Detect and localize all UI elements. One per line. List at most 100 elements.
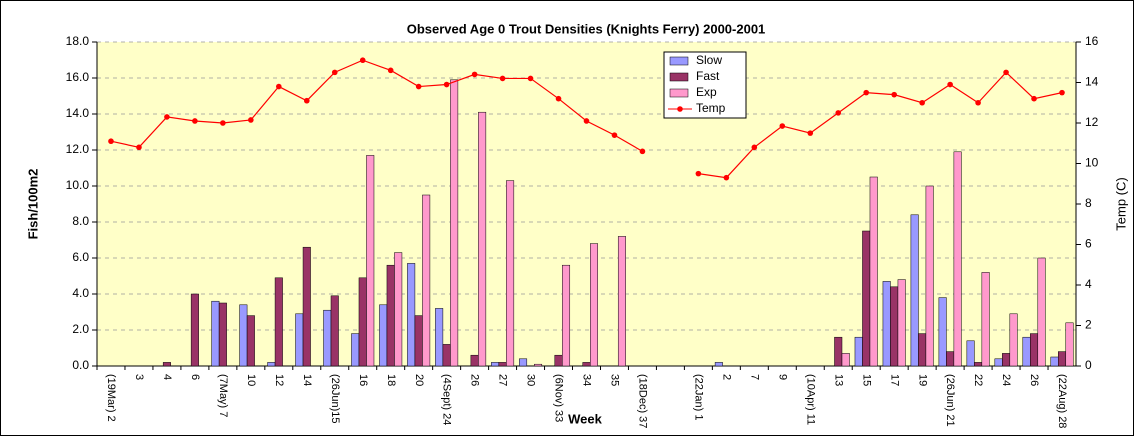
marker — [415, 83, 422, 90]
x-axis-title: Week — [568, 411, 602, 426]
marker — [751, 144, 758, 151]
marker — [639, 148, 646, 155]
bar — [211, 300, 220, 367]
bar — [366, 155, 375, 367]
y2-axis-title: Temp (C) — [1113, 177, 1128, 230]
y-tick-label: 12.0 — [66, 142, 90, 156]
x-tick-label: 19 — [916, 374, 928, 386]
x-tick-label: (10Apr) 11 — [804, 374, 816, 425]
bar — [918, 333, 927, 367]
marker — [583, 118, 590, 124]
bar — [1030, 333, 1039, 367]
bar — [519, 358, 528, 367]
bar — [506, 180, 515, 367]
bar — [414, 315, 423, 367]
y-tick-label: 4.0 — [72, 286, 89, 300]
legend-swatch — [669, 56, 689, 66]
x-tick-label: (26Jun)15 — [329, 374, 341, 424]
marker — [723, 174, 730, 181]
x-tick-label: 15 — [860, 374, 872, 386]
marker — [220, 120, 226, 126]
marker — [1003, 69, 1009, 76]
legend-marker — [677, 106, 683, 112]
bar — [1058, 351, 1067, 367]
x-tick-label: 18 — [385, 374, 397, 386]
y2-tick-label: 6 — [1085, 237, 1092, 251]
y2-tick-label: 4 — [1085, 277, 1092, 291]
y2-tick-label: 0 — [1085, 358, 1092, 372]
x-tick-label: 27 — [497, 374, 509, 386]
bar — [938, 297, 947, 367]
y2-tick-label: 8 — [1085, 196, 1092, 210]
y2-tick-label: 12 — [1085, 115, 1099, 129]
y2-tick-label: 2 — [1085, 318, 1092, 332]
marker — [975, 99, 981, 106]
bar — [498, 362, 507, 367]
x-tick-label: 35 — [609, 374, 621, 386]
bar — [946, 351, 955, 367]
bar — [1002, 353, 1011, 367]
bar — [162, 362, 171, 367]
bar — [841, 353, 850, 367]
marker — [555, 95, 562, 102]
bar — [407, 263, 416, 367]
bar — [582, 362, 591, 367]
bar — [953, 151, 962, 367]
y-tick-label: 2.0 — [72, 322, 89, 336]
x-tick-label: 6 — [189, 374, 201, 380]
legend-label: Exp — [696, 85, 717, 99]
y-tick-label: 14.0 — [66, 106, 90, 120]
bar — [450, 79, 459, 367]
bar — [491, 362, 500, 367]
bar — [981, 272, 990, 367]
x-tick-label: 22 — [972, 374, 984, 386]
bar — [534, 363, 543, 367]
y-tick-label: 6.0 — [72, 250, 89, 264]
legend-label: Temp — [696, 101, 726, 115]
bar — [554, 354, 563, 367]
marker — [248, 117, 254, 123]
x-tick-label: 3 — [133, 374, 145, 380]
x-tick-label: (7May) 7 — [217, 374, 229, 417]
marker — [1059, 89, 1065, 96]
x-tick-label: 9 — [776, 374, 788, 380]
x-tick-label: 14 — [301, 374, 313, 386]
bar — [442, 344, 451, 367]
x-tick-label: 4 — [161, 374, 173, 380]
marker — [136, 144, 142, 151]
bar — [422, 194, 431, 367]
bar — [1037, 257, 1046, 367]
bar — [862, 230, 871, 367]
bar — [562, 264, 571, 367]
x-tick-label: (19Mar) 2 — [105, 374, 117, 422]
legend-label: Fast — [696, 69, 720, 83]
y2-tick-label: 10 — [1085, 156, 1099, 170]
marker — [331, 69, 338, 76]
y-tick-label: 0.0 — [72, 358, 89, 372]
marker — [276, 83, 282, 90]
x-tick-label: 2 — [720, 374, 732, 380]
bar — [1009, 313, 1018, 367]
bar — [1022, 336, 1031, 367]
marker — [303, 97, 310, 104]
y2-tick-label: 14 — [1085, 75, 1099, 89]
bar — [966, 340, 975, 367]
marker — [863, 89, 870, 96]
line — [110, 59, 1063, 179]
chart-title: Observed Age 0 Trout Densities (Knights … — [407, 21, 766, 36]
x-tick-label: (22Jan) 1 — [692, 374, 704, 420]
legend-swatch — [669, 72, 689, 82]
bar — [358, 277, 367, 367]
x-tick-label: (4Sept) 24 — [441, 374, 453, 425]
bar — [267, 362, 276, 367]
x-tick-label: 20 — [413, 374, 425, 386]
bar — [323, 309, 332, 367]
marker — [835, 110, 842, 116]
y-tick-label: 8.0 — [72, 214, 89, 228]
x-tick-label: 13 — [832, 374, 844, 386]
bar — [379, 304, 388, 367]
y-tick-label: 18.0 — [66, 34, 90, 48]
x-tick-label: (6Nov) 33 — [553, 374, 565, 422]
x-tick-label: 7 — [748, 374, 760, 380]
